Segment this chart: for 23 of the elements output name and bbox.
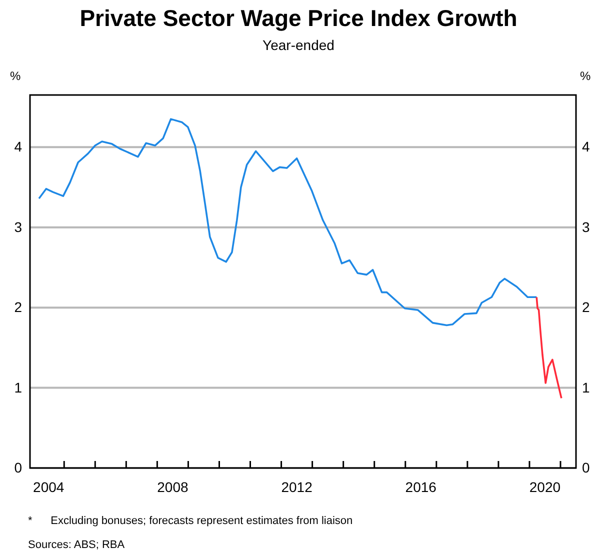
y2-tick-label: 3: [582, 218, 590, 235]
x-tick-label: 2004: [33, 479, 64, 495]
x-tick-label: 2016: [405, 479, 437, 495]
chart-title: Private Sector Wage Price Index Growth: [80, 5, 518, 31]
text: * Excluding bonuses; forecasts represent estimates from liaison: [28, 515, 353, 527]
y2-tick-label: 2: [582, 299, 590, 316]
y2-tick-label: 4: [582, 138, 590, 155]
y-tick-label: 0: [14, 459, 22, 476]
y2-axis-title: %: [580, 69, 591, 83]
source-note: Sources: ABS; RBA: [28, 539, 126, 551]
chart-subtitle: Year-ended: [262, 37, 334, 53]
line-series: [536, 296, 562, 400]
y2-tick-label: 0: [582, 459, 590, 476]
y-axis-title: %: [10, 69, 21, 83]
x-tick-label: 2008: [157, 479, 188, 495]
y-tick-label: 1: [14, 379, 22, 396]
x-tick-label: 2012: [281, 479, 313, 495]
x-tick-label: 2020: [529, 479, 561, 495]
y-tick-label: 4: [14, 138, 22, 155]
line-series: [38, 118, 538, 326]
y-tick-label: 3: [14, 218, 22, 235]
y-tick-label: 2: [14, 299, 22, 316]
y2-tick-label: 1: [582, 379, 590, 396]
